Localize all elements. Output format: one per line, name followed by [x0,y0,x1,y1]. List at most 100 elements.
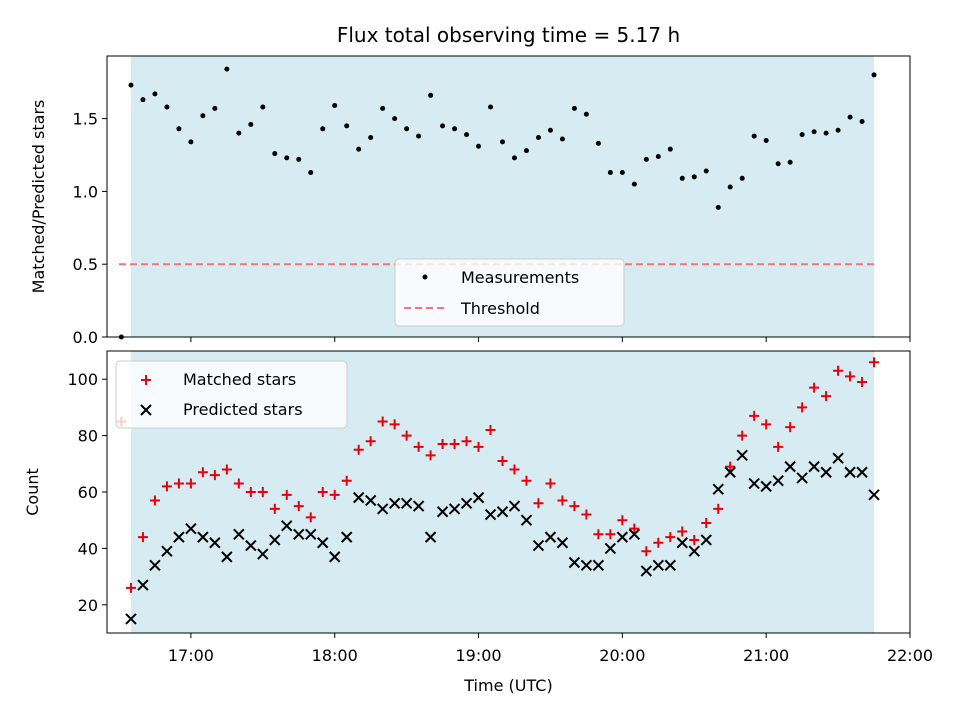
matched-star-point [389,419,400,430]
measurement-point [655,153,661,159]
measurement-point [404,126,410,132]
predicted-star-point [221,551,233,563]
measurement-point [643,156,649,162]
matched-star-point [821,391,832,402]
matched-star-point [677,526,688,537]
matched-star-point [245,487,256,497]
matched-star-point [209,470,220,481]
matched-star-point [557,495,568,506]
matched-star-point [317,487,328,497]
measurement-point [176,126,182,132]
matched-star-point [749,410,760,421]
legend-label-threshold: Threshold [460,299,540,318]
measurement-point [272,151,278,157]
matched-star-point [761,419,772,430]
matched-star-point [233,478,244,489]
top-panel: 0.0 0.5 1.0 1.5 Flux total observing time = … [29,23,911,347]
measurement-point [500,139,506,145]
matched-star-point [197,467,208,478]
measurement-point [152,91,158,97]
predicted-star-point [628,528,641,541]
predicted-star-point [137,579,149,591]
matched-star-point [581,509,592,520]
legend-box [394,258,625,327]
predicted-star-point [484,508,497,521]
matched-star-point [773,441,784,452]
legend-label-matched: Matched stars [183,370,296,389]
predicted-star-point [760,480,772,493]
predicted-star-point [400,497,413,509]
measurement-point [200,113,206,119]
matched-star-point [185,478,196,489]
x-tick-label: 21:00 [743,646,789,665]
measurement-point [619,169,625,175]
measurement-point [571,105,577,111]
measurement-point [523,148,529,154]
x-tick-label: 20:00 [599,646,645,665]
predicted-star-point [305,528,317,541]
predicted-star-point [796,472,808,484]
predicted-star-point [556,537,569,549]
y-tick-label: 80 [78,427,98,446]
measurement-point [679,175,685,181]
matched-star-point [173,478,184,489]
matched-star-point [569,501,580,512]
matched-star-point [629,523,640,534]
measurement-point [751,133,757,139]
predicted-star-point [640,565,653,577]
matched-star-point [413,441,424,452]
measurement-point [667,146,673,152]
predicted-star-point [808,460,820,473]
predicted-star-point [676,537,688,549]
matched-star-point [617,515,628,526]
predicted-star-point [772,475,784,487]
matched-star-point [653,537,664,548]
matched-star-point [161,481,172,492]
axes-frame [106,55,911,338]
predicted-star-point [820,466,832,478]
x-tick-label: 17:00 [168,646,214,665]
predicted-star-point [688,545,700,557]
predicted-star-point [700,534,712,546]
predicted-star-point [664,559,677,572]
predicted-star-point [844,466,856,478]
predicted-star-point [125,613,137,625]
matched-star-point [785,422,796,433]
measurement-point [440,123,446,129]
legend: Matched stars Predicted stars [115,360,348,429]
legend-marker-matched [141,375,151,385]
matched-star-point [497,455,508,466]
matched-star-point [857,377,868,388]
predicted-star-point [281,520,293,532]
measurement-point [511,155,517,161]
measurement-point [859,119,865,125]
legend: Measurements Threshold [394,258,625,327]
x-tick-label: 19:00 [455,646,501,665]
matched-star-point [401,430,412,441]
predicted-star-point [245,539,257,552]
matched-star-point [689,534,700,545]
predicted-star-point [604,542,617,555]
measurement-point [835,127,841,133]
matched-star-point [509,464,520,475]
measurement-point [368,135,374,141]
predicted-star-point [568,556,581,569]
measurement-point [823,130,829,136]
measurement-point [787,159,793,165]
matched-star-point [485,424,496,435]
matched-star-point [605,529,616,540]
predicted-star-point [149,559,161,572]
matched-star-point [521,475,532,486]
predicted-star-point [508,500,521,512]
matched-star-point [701,518,712,529]
measurement-point [488,104,494,110]
legend-box [115,360,348,429]
predicted-star-point [173,531,185,543]
matched-star-point [869,357,880,368]
predicted-star-point [340,531,353,543]
legend-label-predicted: Predicted stars [183,400,303,419]
predicted-star-point [185,522,197,535]
matched-star-point [269,503,280,514]
measurement-point [464,132,470,138]
